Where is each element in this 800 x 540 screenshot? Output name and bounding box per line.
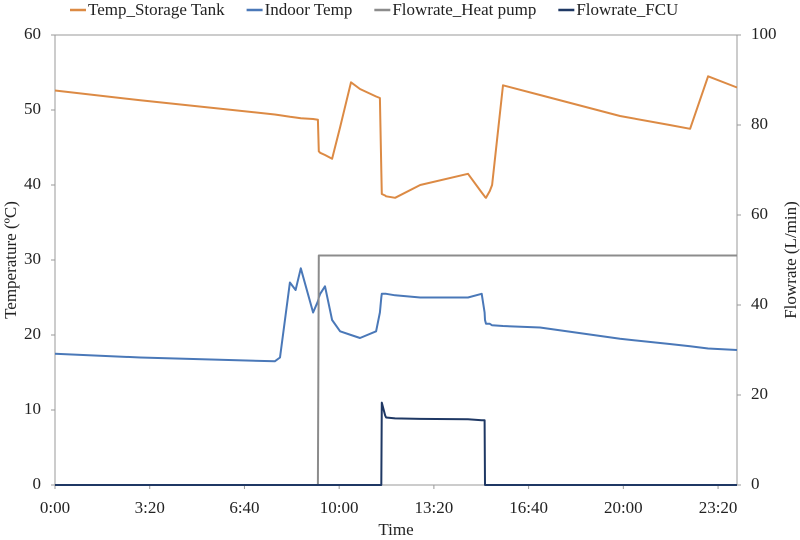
y2-axis-label: Flowrate (L/min): [781, 201, 800, 319]
x-tick-label: 0:00: [40, 498, 70, 517]
y-tick-label: 10: [24, 399, 41, 418]
y-axis-label: Temperature (ºC): [1, 201, 20, 319]
x-tick-label: 13:20: [415, 498, 454, 517]
legend-label: Indoor Temp: [265, 0, 353, 19]
series-line: [54, 267, 738, 363]
legend-label: Flowrate_Heat pump: [392, 0, 536, 19]
y2-tick-label: 80: [751, 114, 768, 133]
x-tick-label: 10:00: [320, 498, 359, 517]
y-tick-label: 50: [24, 99, 41, 118]
series-line: [55, 401, 737, 486]
y-tick-label: 40: [24, 174, 41, 193]
x-tick-label: 20:00: [604, 498, 643, 517]
y2-tick-label: 40: [751, 294, 768, 313]
y2-tick-label: 100: [751, 24, 777, 43]
series-line: [54, 75, 738, 199]
y2-tick-label: 60: [751, 204, 768, 223]
y2-tick-label: 20: [751, 384, 768, 403]
legend-label: Flowrate_FCU: [576, 0, 678, 19]
x-tick-label: 6:40: [229, 498, 259, 517]
x-axis-label: Time: [378, 520, 413, 539]
legend-label: Temp_Storage Tank: [88, 0, 225, 19]
x-tick-label: 16:40: [509, 498, 548, 517]
y-tick-label: 30: [24, 249, 41, 268]
series-line: [55, 254, 737, 486]
y2-tick-label: 0: [751, 474, 760, 493]
y-tick-label: 60: [24, 24, 41, 43]
y-tick-label: 20: [24, 324, 41, 343]
x-tick-label: 3:20: [135, 498, 165, 517]
y-tick-label: 0: [33, 474, 42, 493]
x-tick-label: 23:20: [699, 498, 738, 517]
